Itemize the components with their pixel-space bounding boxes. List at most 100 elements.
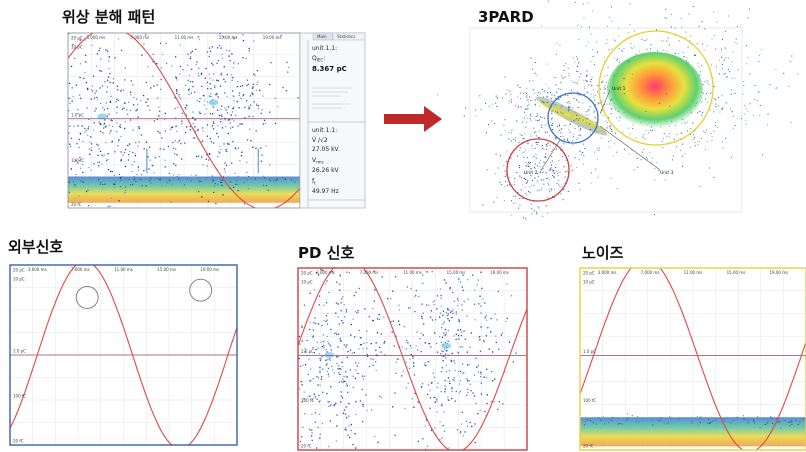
scatter-dot: [622, 73, 623, 74]
scatter-dot: [593, 112, 594, 113]
cluster-label: Unit 3: [660, 170, 674, 176]
scatter-dot: [343, 413, 344, 414]
scatter-dot: [72, 101, 73, 102]
scatter-dot: [560, 172, 561, 173]
scatter-dot: [443, 178, 444, 179]
tab[interactable]: Main: [317, 34, 327, 39]
scatter-dot: [198, 191, 199, 192]
scatter-dot: [153, 54, 154, 55]
scatter-dot: [570, 106, 571, 107]
scatter-dot: [535, 62, 536, 63]
scatter-dot: [576, 118, 577, 119]
scatter-dot: [79, 147, 80, 148]
scatter-dot: [384, 184, 385, 185]
scatter-dot: [121, 50, 122, 51]
scatter-dot: [465, 107, 466, 108]
y-tick-label: 20 pC: [13, 268, 25, 273]
scatter-dot: [608, 67, 609, 68]
scatter-dot: [571, 165, 572, 166]
scatter-dot: [233, 120, 234, 121]
scatter-dot: [165, 166, 166, 167]
scatter-dot: [253, 84, 254, 85]
scatter-dot: [418, 441, 419, 442]
scatter-dot: [513, 203, 514, 204]
scatter-dot: [108, 68, 109, 69]
scatter-dot: [344, 345, 345, 346]
scatter-dot: [719, 60, 720, 61]
scatter-dot: [641, 159, 642, 160]
scatter-dot: [699, 26, 700, 27]
scatter-dot: [456, 314, 457, 315]
tab[interactable]: Statistics: [337, 34, 355, 39]
scatter-dot: [532, 418, 533, 419]
scatter-dot: [736, 39, 737, 40]
scatter-dot: [525, 179, 526, 180]
scatter-dot: [238, 63, 239, 64]
scatter-dot: [573, 98, 574, 99]
scatter-dot: [647, 39, 648, 40]
scatter-dot: [534, 156, 535, 157]
scatter-dot: [724, 421, 725, 422]
scatter-dot: [199, 111, 200, 112]
scatter-dot: [711, 65, 712, 66]
scatter-dot: [454, 377, 455, 378]
scatter-dot: [32, 42, 33, 43]
scatter-dot: [654, 84, 655, 85]
scatter-dot: [128, 154, 129, 155]
scatter-dot: [88, 167, 89, 168]
scatter-dot: [746, 45, 747, 46]
scatter-dot: [410, 345, 411, 346]
scatter-dot: [71, 169, 72, 170]
scatter-dot: [666, 136, 667, 137]
scatter-dot: [496, 96, 497, 97]
scatter-dot: [697, 112, 698, 113]
scatter-dot: [549, 135, 550, 136]
scatter-dot: [531, 58, 532, 59]
scatter-dot: [231, 53, 232, 54]
scatter-dot: [685, 122, 686, 123]
scatter-dot: [550, 168, 551, 169]
scatter-dot: [458, 300, 459, 301]
scatter-dot: [134, 176, 135, 177]
scatter-dot: [352, 353, 353, 354]
scatter-dot: [204, 105, 205, 106]
scatter-dot: [247, 80, 248, 81]
scatter-dot: [203, 95, 204, 96]
scatter-dot: [707, 423, 708, 424]
scatter-dot: [107, 51, 108, 52]
cloud-core: [441, 343, 451, 349]
scatter-dot: [678, 53, 679, 54]
scatter-dot: [213, 121, 214, 122]
scatter-dot: [671, 14, 672, 15]
scatter-dot: [583, 144, 584, 145]
scatter-dot: [715, 104, 716, 105]
scatter-dot: [495, 336, 496, 337]
scatter-dot: [537, 120, 538, 121]
scatter-dot: [474, 375, 475, 376]
scatter-dot: [136, 99, 137, 100]
scatter-dot: [445, 282, 446, 283]
scatter-dot: [256, 104, 257, 105]
scatter-dot: [213, 143, 214, 144]
scatter-dot: [436, 400, 437, 401]
scatter-dot: [282, 416, 283, 417]
scatter-dot: [529, 186, 530, 187]
scatter-dot: [382, 276, 383, 277]
scatter-dot: [733, 116, 734, 117]
scatter-dot: [92, 91, 93, 92]
scatter-dot: [241, 155, 242, 156]
scatter-dot: [619, 48, 620, 49]
scatter-dot: [87, 107, 88, 108]
scatter-dot: [110, 82, 111, 83]
scatter-dot: [755, 85, 756, 86]
scatter-dot: [242, 123, 243, 124]
scatter-dot: [373, 181, 374, 182]
scatter-dot: [143, 95, 144, 96]
scatter-dot: [480, 312, 481, 313]
scatter-dot: [62, 80, 63, 81]
scatter-dot: [436, 308, 437, 309]
scatter-dot: [197, 129, 198, 130]
scatter-dot: [542, 89, 543, 90]
scatter-dot: [578, 126, 579, 127]
scatter-dot: [442, 337, 443, 338]
